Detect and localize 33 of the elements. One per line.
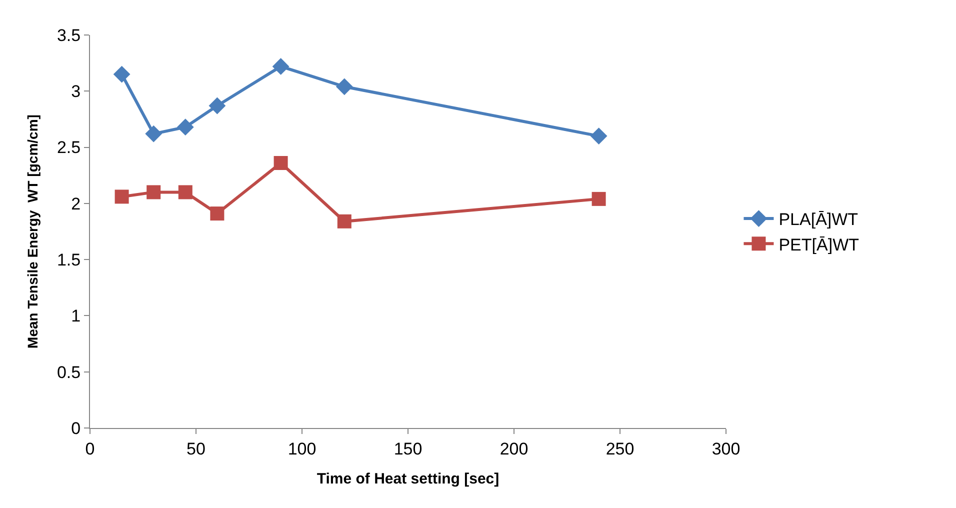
point xyxy=(145,125,162,142)
x-tick-label: 0 xyxy=(85,439,95,458)
legend-label: PET[Ā]WT xyxy=(778,235,859,254)
point xyxy=(590,128,608,145)
y-tick-label: 1.5 xyxy=(56,250,81,270)
x-tick-label: 150 xyxy=(394,439,422,458)
point xyxy=(176,118,194,136)
y-tick-label: 1 xyxy=(71,306,81,326)
point xyxy=(337,214,352,228)
x-tick-label: 250 xyxy=(606,439,634,458)
point xyxy=(272,58,290,75)
legend-label: PLA[Ā]WT xyxy=(778,210,858,230)
y-tick-label: 2.5 xyxy=(56,138,81,158)
y-tick-label: 3 xyxy=(71,82,81,102)
point xyxy=(113,66,130,83)
point xyxy=(592,192,606,206)
point xyxy=(274,156,288,170)
y-tick-label: 2 xyxy=(71,194,81,214)
point xyxy=(208,97,226,114)
y-axis-title: Mean Tensile Energy WT [gcm/cm] xyxy=(24,114,41,348)
point xyxy=(336,78,353,96)
point xyxy=(210,206,224,221)
y-tick-label: 0.5 xyxy=(56,362,81,382)
x-axis-title: Time of Heat setting [sec] xyxy=(316,470,500,488)
x-tick-label: 100 xyxy=(288,439,316,458)
point xyxy=(114,190,129,204)
y-tick-label: 0 xyxy=(71,418,81,438)
point xyxy=(178,185,192,200)
x-tick-label: 300 xyxy=(712,439,740,458)
point xyxy=(146,185,161,200)
x-tick-label: 200 xyxy=(500,439,528,458)
y-tick-label: 3.5 xyxy=(56,26,81,45)
x-tick-label: 50 xyxy=(186,439,206,458)
